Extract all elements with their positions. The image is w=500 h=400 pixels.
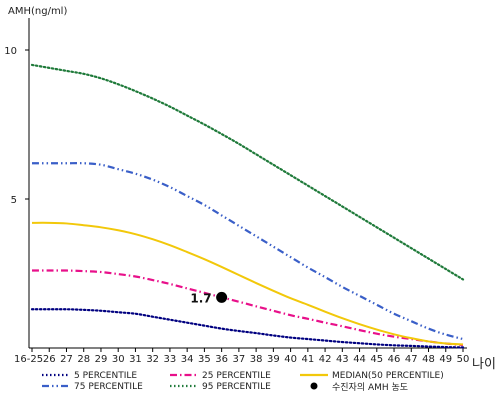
series-lines — [30, 63, 465, 349]
legend-point-label: 수진자의 AMH 농도 — [332, 382, 408, 393]
x-tick-label: 46 — [388, 354, 401, 365]
legend-label-1: 5 PERCENTILE — [74, 371, 137, 381]
x-tick-label: 44 — [353, 354, 366, 365]
x-tick-label: 30 — [112, 354, 125, 365]
x-tick-label: 42 — [319, 354, 332, 365]
y-ticks: 5 10 — [4, 46, 29, 206]
point-layer: 1.7 — [190, 291, 228, 305]
axes: AMH(ng/ml) 나이 — [8, 6, 496, 372]
x-tick-label: 50 — [457, 354, 470, 365]
x-tick-label: 36 — [215, 354, 228, 365]
patient-amh-value-label: 1.7 — [190, 291, 211, 305]
legend-label-5: 95 PERCENTILE — [202, 382, 271, 392]
x-tick-label: 28 — [77, 354, 90, 365]
x-tick-label: 26 — [43, 354, 56, 365]
x-tick-label: 29 — [95, 354, 108, 365]
patient-amh-point — [216, 291, 228, 303]
series-line-3 — [31, 221, 464, 346]
legend-label-3: MEDIAN(50 PERCENTILE) — [332, 371, 444, 381]
x-tick-label: 37 — [233, 354, 246, 365]
legend-label-4: 75 PERCENTILE — [74, 382, 143, 392]
x-tick-label: 41 — [301, 354, 314, 365]
x-tick-label: 27 — [60, 354, 73, 365]
x-tick-label: 49 — [439, 354, 452, 365]
x-tick-label: 38 — [250, 354, 263, 365]
y-tick-label: 10 — [4, 46, 17, 57]
x-ticks: 16-25 26 27 28 29 30 31 32 33 34 35 36 37 38 39 40 41 42 4… — [14, 348, 469, 365]
x-tick-label: 16-25 — [14, 354, 43, 365]
series-line-5 — [30, 63, 465, 281]
x-tick-label: 47 — [405, 354, 418, 365]
x-tick-label: 40 — [284, 354, 297, 365]
x-tick-label: 48 — [422, 354, 435, 365]
x-tick-label: 32 — [146, 354, 159, 365]
series-line-1 — [30, 308, 465, 349]
x-axis-title: 나이 — [472, 357, 496, 372]
x-tick-label: 35 — [198, 354, 211, 365]
x-tick-label: 33 — [164, 354, 177, 365]
legend-point-marker — [310, 382, 318, 390]
y-tick-label: 5 — [11, 195, 17, 206]
x-tick-label: 45 — [370, 354, 383, 365]
series-line-4 — [31, 162, 464, 341]
x-tick-label: 31 — [129, 354, 142, 365]
x-tick-label: 43 — [336, 354, 349, 365]
x-tick-label: 34 — [181, 354, 194, 365]
series-line-2 — [32, 269, 464, 347]
legend-label-2: 25 PERCENTILE — [202, 371, 271, 381]
y-axis-title: AMH(ng/ml) — [8, 6, 67, 17]
x-tick-label: 39 — [267, 354, 280, 365]
